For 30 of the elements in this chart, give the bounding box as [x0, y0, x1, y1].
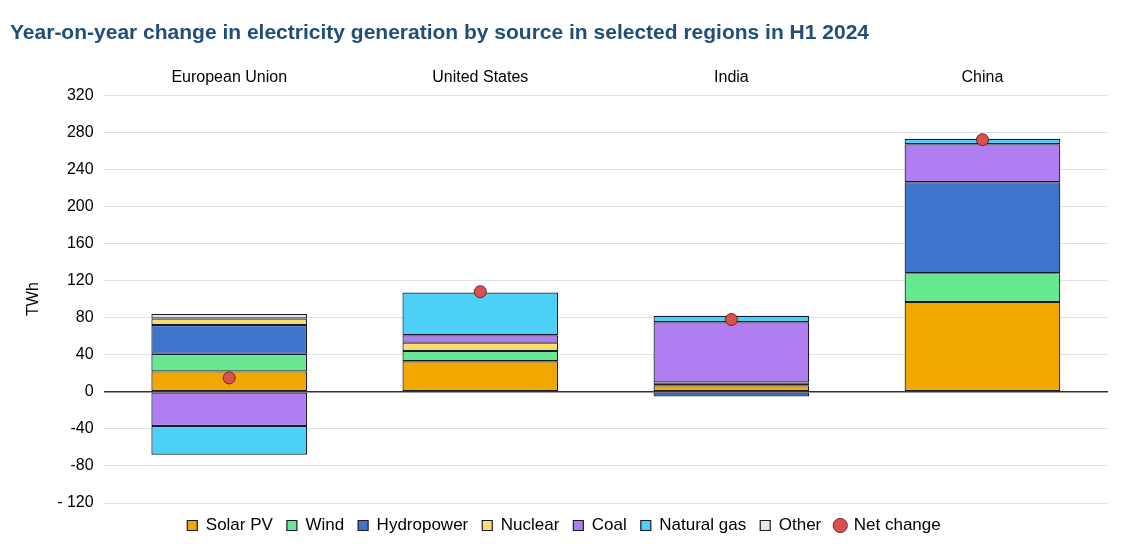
chart-title: Year-on-year change in electricity generation by source in selected regions in H1 2024 [10, 20, 869, 44]
legend-label: Natural gas [659, 515, 747, 535]
x-tick-label: China [961, 68, 1004, 86]
legend-label: Solar PV [205, 515, 274, 535]
y-axis-title: TWh [24, 282, 42, 316]
point [222, 371, 236, 385]
y-tick-label: 240 [66, 159, 94, 177]
x-tick-label: European Union [171, 68, 288, 86]
y-tick-label: 0 [84, 382, 94, 400]
point [724, 312, 738, 326]
y-tick-label: 80 [75, 308, 94, 326]
y-tick-label: 280 [66, 122, 94, 140]
y-tick-label: 40 [75, 345, 94, 363]
y-tick-label: 320 [66, 85, 94, 103]
x-tick-label: India [714, 68, 749, 86]
y-tick-label: - 120 [57, 493, 94, 511]
x-tick-label: United States [432, 68, 529, 86]
legend-label: Hydropower [376, 515, 469, 535]
y-tick-label: -40 [70, 419, 94, 437]
y-tick-label: 200 [66, 196, 94, 214]
point [975, 133, 989, 147]
legend-label: Wind [305, 515, 345, 535]
y-tick-label: -80 [70, 456, 94, 474]
legend-label: Net change [853, 515, 941, 535]
y-tick-label: 120 [66, 270, 94, 288]
point [473, 285, 487, 299]
y-tick-label: 160 [66, 233, 94, 251]
legend-label: Coal [591, 515, 627, 535]
legend-label: Nuclear [500, 515, 560, 535]
legend-label: Other [778, 515, 822, 535]
